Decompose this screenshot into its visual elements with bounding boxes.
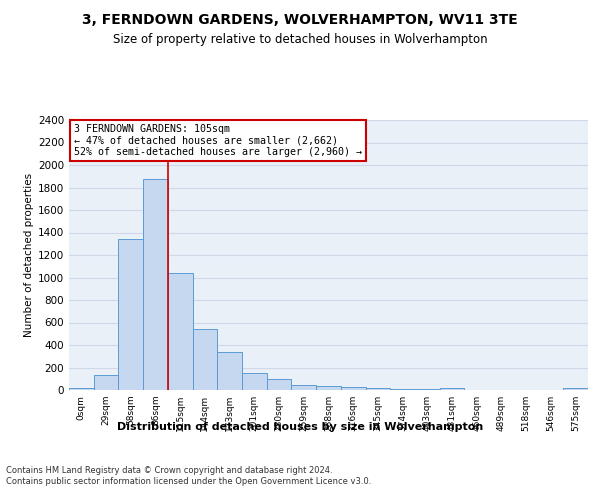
Text: 3 FERNDOWN GARDENS: 105sqm
← 47% of detached houses are smaller (2,662)
52% of s: 3 FERNDOWN GARDENS: 105sqm ← 47% of deta… bbox=[74, 124, 362, 157]
Bar bbox=[267, 379, 292, 390]
Text: Contains HM Land Registry data © Crown copyright and database right 2024.: Contains HM Land Registry data © Crown c… bbox=[6, 466, 332, 475]
Text: Contains public sector information licensed under the Open Government Licence v3: Contains public sector information licen… bbox=[6, 478, 371, 486]
Bar bbox=[193, 329, 217, 390]
Bar bbox=[563, 388, 588, 390]
Bar bbox=[143, 178, 168, 390]
Bar bbox=[217, 352, 242, 390]
Bar bbox=[168, 273, 193, 390]
Bar bbox=[292, 385, 316, 390]
Text: Size of property relative to detached houses in Wolverhampton: Size of property relative to detached ho… bbox=[113, 32, 487, 46]
Bar bbox=[118, 240, 143, 390]
Text: Distribution of detached houses by size in Wolverhampton: Distribution of detached houses by size … bbox=[117, 422, 483, 432]
Bar bbox=[69, 388, 94, 390]
Y-axis label: Number of detached properties: Number of detached properties bbox=[24, 173, 34, 337]
Bar bbox=[365, 388, 390, 390]
Bar bbox=[390, 389, 415, 390]
Bar bbox=[440, 388, 464, 390]
Bar bbox=[341, 387, 365, 390]
Bar bbox=[316, 386, 341, 390]
Bar bbox=[94, 376, 118, 390]
Text: 3, FERNDOWN GARDENS, WOLVERHAMPTON, WV11 3TE: 3, FERNDOWN GARDENS, WOLVERHAMPTON, WV11… bbox=[82, 12, 518, 26]
Bar bbox=[242, 372, 267, 390]
